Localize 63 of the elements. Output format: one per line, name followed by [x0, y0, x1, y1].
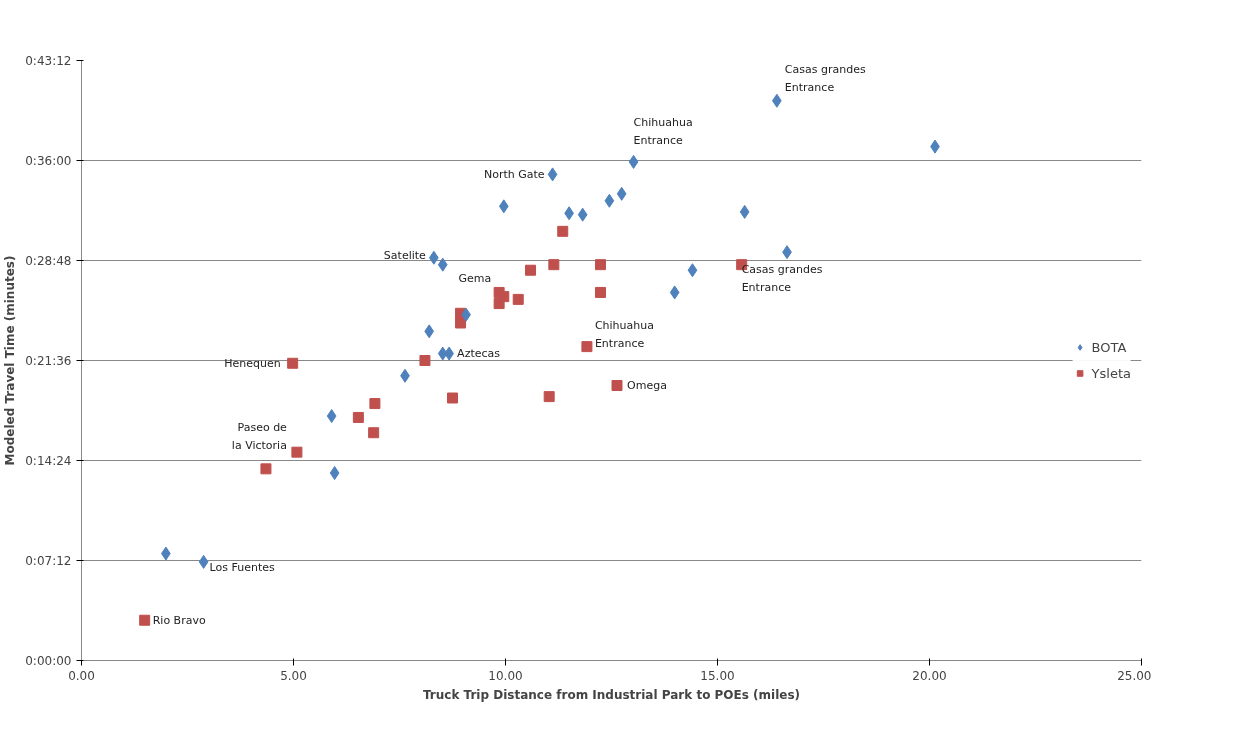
y-tick-label: 0:21:36	[25, 353, 72, 368]
point	[557, 225, 569, 237]
point	[437, 257, 448, 272]
point	[739, 204, 750, 219]
point	[687, 263, 698, 278]
x-tick-label: 25.00	[1117, 668, 1152, 683]
x-tick-label: 10.00	[488, 668, 523, 683]
point	[512, 293, 524, 305]
point	[352, 411, 364, 423]
legend-label: BOTA	[1091, 339, 1127, 355]
point	[368, 427, 380, 439]
annotation: Paseo de la Victoria	[231, 420, 288, 452]
point	[669, 285, 680, 300]
y-tick-label: 0:43:12	[25, 53, 72, 68]
point	[577, 207, 588, 222]
point	[498, 291, 510, 303]
point	[287, 357, 299, 369]
annotation: Chihuahua Entrance	[633, 116, 693, 148]
point	[198, 554, 209, 569]
point	[594, 286, 606, 298]
point	[424, 324, 435, 339]
point	[604, 193, 615, 208]
point	[291, 446, 303, 458]
y-tick-label: 0:28:48	[25, 253, 72, 268]
y-tick-label: 0:00:00	[25, 653, 72, 668]
point	[581, 341, 593, 353]
point	[616, 186, 627, 201]
point	[628, 154, 639, 169]
annotation: Chihuahua Entrance	[594, 319, 654, 351]
x-tick-label: 0.00	[68, 668, 95, 683]
point	[329, 466, 340, 480]
annotation: Satelite	[383, 249, 427, 263]
x-tick-label: 5.00	[280, 668, 307, 683]
annotation: Henequen	[224, 356, 281, 370]
point	[525, 264, 537, 276]
annotation: Omega	[627, 379, 667, 392]
point	[543, 391, 555, 403]
point	[326, 409, 337, 424]
annotation: Casas grandes Entrance	[784, 63, 866, 95]
point	[611, 380, 623, 391]
annotation: North Gate	[483, 167, 545, 181]
x-tick-label: 20.00	[912, 668, 947, 683]
y-axis-title: Modeled Travel Time (minutes)	[3, 255, 18, 466]
point	[419, 355, 431, 366]
point	[594, 259, 606, 271]
x-tick-label: 15.00	[700, 668, 735, 683]
legend-label: Ysleta	[1091, 365, 1131, 381]
annotation: Rio Bravo	[152, 613, 206, 627]
x-axis-title: Truck Trip Distance from Industrial Park to POEs (miles)	[422, 687, 801, 702]
point	[369, 398, 381, 410]
point	[548, 259, 560, 271]
y-tick-label: 0:14:24	[25, 453, 72, 468]
point	[447, 392, 458, 404]
point	[260, 463, 272, 475]
annotation: Aztecas	[457, 347, 501, 361]
annotation: Gema	[458, 271, 492, 285]
annotation: Los Fuentes	[209, 561, 276, 575]
point	[498, 199, 509, 214]
point	[139, 614, 151, 626]
y-tick-label: 0:36:00	[25, 153, 72, 168]
annotation: Casas grandes Entrance	[741, 263, 823, 295]
y-tick-label: 0:07:12	[25, 553, 72, 568]
point	[547, 167, 558, 182]
